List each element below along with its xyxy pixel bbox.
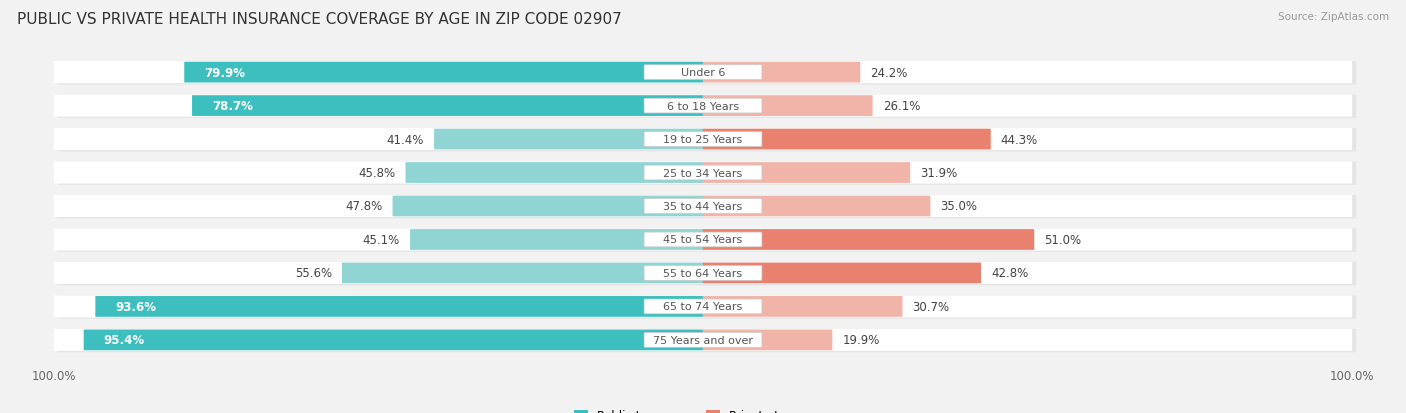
Text: 24.2%: 24.2% bbox=[870, 66, 908, 79]
Text: 45.1%: 45.1% bbox=[363, 233, 399, 247]
FancyBboxPatch shape bbox=[703, 296, 903, 317]
Text: 78.7%: 78.7% bbox=[212, 100, 253, 113]
FancyBboxPatch shape bbox=[703, 163, 910, 183]
FancyBboxPatch shape bbox=[53, 62, 1353, 84]
Text: 45.8%: 45.8% bbox=[359, 166, 395, 180]
Text: 93.6%: 93.6% bbox=[115, 300, 156, 313]
Text: 79.9%: 79.9% bbox=[204, 66, 245, 79]
FancyBboxPatch shape bbox=[644, 66, 762, 80]
FancyBboxPatch shape bbox=[703, 263, 981, 284]
FancyBboxPatch shape bbox=[644, 333, 762, 347]
FancyBboxPatch shape bbox=[193, 96, 703, 117]
FancyBboxPatch shape bbox=[434, 129, 703, 150]
FancyBboxPatch shape bbox=[58, 296, 1355, 319]
Text: 25 to 34 Years: 25 to 34 Years bbox=[664, 168, 742, 178]
Text: 65 to 74 Years: 65 to 74 Years bbox=[664, 301, 742, 312]
FancyBboxPatch shape bbox=[58, 95, 1355, 119]
FancyBboxPatch shape bbox=[53, 296, 1353, 318]
FancyBboxPatch shape bbox=[703, 196, 931, 217]
FancyBboxPatch shape bbox=[96, 296, 703, 317]
FancyBboxPatch shape bbox=[644, 133, 762, 147]
Text: 26.1%: 26.1% bbox=[883, 100, 920, 113]
Text: 75 Years and over: 75 Years and over bbox=[652, 335, 754, 345]
Text: 45 to 54 Years: 45 to 54 Years bbox=[664, 235, 742, 245]
FancyBboxPatch shape bbox=[58, 195, 1355, 219]
FancyBboxPatch shape bbox=[644, 99, 762, 114]
FancyBboxPatch shape bbox=[644, 266, 762, 280]
Text: 47.8%: 47.8% bbox=[346, 200, 382, 213]
FancyBboxPatch shape bbox=[644, 299, 762, 314]
FancyBboxPatch shape bbox=[644, 233, 762, 247]
Text: 31.9%: 31.9% bbox=[921, 166, 957, 180]
Text: 41.4%: 41.4% bbox=[387, 133, 425, 146]
Text: Under 6: Under 6 bbox=[681, 68, 725, 78]
FancyBboxPatch shape bbox=[644, 166, 762, 180]
Text: 55 to 64 Years: 55 to 64 Years bbox=[664, 268, 742, 278]
FancyBboxPatch shape bbox=[58, 329, 1355, 352]
FancyBboxPatch shape bbox=[342, 263, 703, 284]
FancyBboxPatch shape bbox=[703, 330, 832, 350]
Text: 51.0%: 51.0% bbox=[1045, 233, 1081, 247]
FancyBboxPatch shape bbox=[405, 163, 703, 183]
Text: 35 to 44 Years: 35 to 44 Years bbox=[664, 202, 742, 211]
Text: 19 to 25 Years: 19 to 25 Years bbox=[664, 135, 742, 145]
FancyBboxPatch shape bbox=[53, 95, 1353, 117]
FancyBboxPatch shape bbox=[58, 262, 1355, 286]
Text: 44.3%: 44.3% bbox=[1001, 133, 1038, 146]
FancyBboxPatch shape bbox=[58, 162, 1355, 185]
FancyBboxPatch shape bbox=[58, 129, 1355, 152]
Text: 6 to 18 Years: 6 to 18 Years bbox=[666, 101, 740, 112]
Text: 19.9%: 19.9% bbox=[842, 334, 880, 347]
Legend: Public Insurance, Private Insurance: Public Insurance, Private Insurance bbox=[569, 404, 837, 413]
FancyBboxPatch shape bbox=[53, 195, 1353, 218]
Text: 95.4%: 95.4% bbox=[104, 334, 145, 347]
Text: 55.6%: 55.6% bbox=[295, 267, 332, 280]
Text: Source: ZipAtlas.com: Source: ZipAtlas.com bbox=[1278, 12, 1389, 22]
Text: PUBLIC VS PRIVATE HEALTH INSURANCE COVERAGE BY AGE IN ZIP CODE 02907: PUBLIC VS PRIVATE HEALTH INSURANCE COVER… bbox=[17, 12, 621, 27]
FancyBboxPatch shape bbox=[58, 62, 1355, 85]
FancyBboxPatch shape bbox=[184, 63, 703, 83]
FancyBboxPatch shape bbox=[392, 196, 703, 217]
FancyBboxPatch shape bbox=[58, 229, 1355, 252]
FancyBboxPatch shape bbox=[703, 63, 860, 83]
FancyBboxPatch shape bbox=[411, 230, 703, 250]
FancyBboxPatch shape bbox=[703, 96, 873, 117]
FancyBboxPatch shape bbox=[703, 129, 991, 150]
FancyBboxPatch shape bbox=[53, 129, 1353, 151]
FancyBboxPatch shape bbox=[703, 230, 1035, 250]
FancyBboxPatch shape bbox=[53, 262, 1353, 284]
FancyBboxPatch shape bbox=[644, 199, 762, 214]
FancyBboxPatch shape bbox=[53, 329, 1353, 351]
FancyBboxPatch shape bbox=[84, 330, 703, 350]
Text: 35.0%: 35.0% bbox=[941, 200, 977, 213]
FancyBboxPatch shape bbox=[53, 162, 1353, 184]
Text: 30.7%: 30.7% bbox=[912, 300, 949, 313]
FancyBboxPatch shape bbox=[53, 229, 1353, 251]
Text: 42.8%: 42.8% bbox=[991, 267, 1028, 280]
